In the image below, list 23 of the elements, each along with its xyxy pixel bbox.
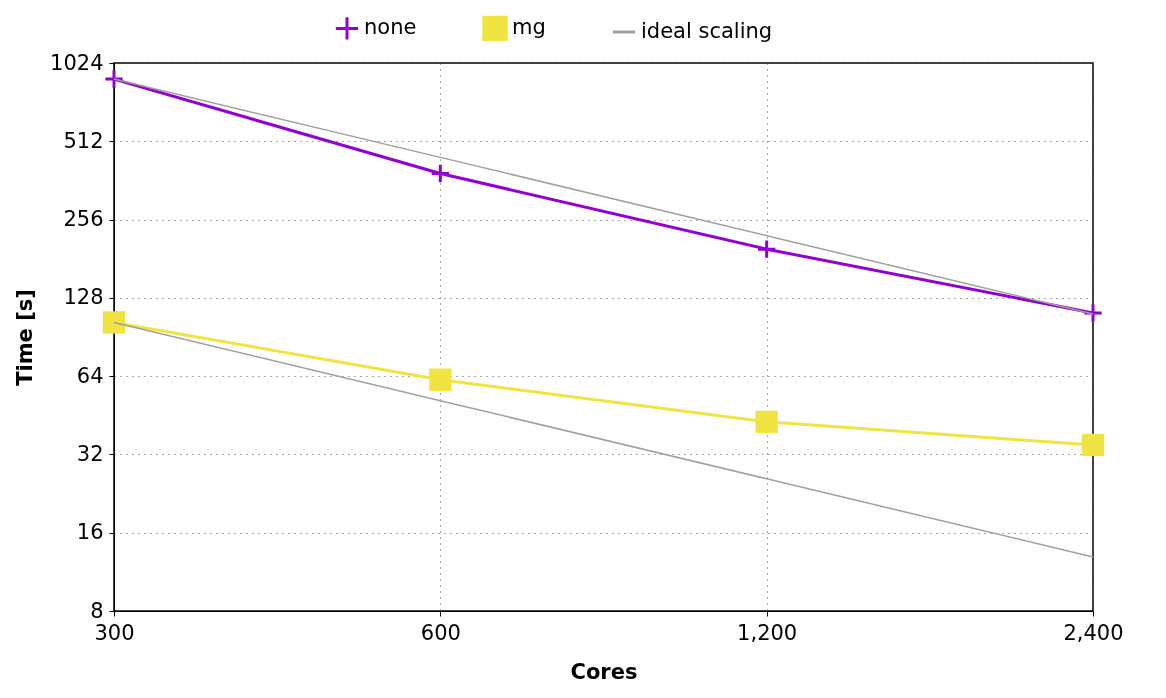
y-tick-label: 256 [63, 207, 104, 232]
x-tick-label: 2,400 [1063, 620, 1124, 645]
legend-label: ideal scaling [641, 19, 773, 43]
legend-label: none [364, 15, 417, 40]
x-tick-label: 300 [94, 620, 135, 645]
y-tick-label: 8 [90, 598, 104, 623]
point [755, 410, 778, 434]
y-tick-label: 128 [63, 285, 104, 310]
point [430, 163, 451, 184]
x-tick-label: 600 [420, 620, 461, 645]
x-tick-label: 1,200 [737, 620, 798, 645]
y-tick-label: 1024 [50, 50, 104, 75]
point [429, 368, 452, 391]
y-tick-label: 16 [76, 520, 104, 545]
point [756, 239, 777, 260]
y-tick-label: 32 [76, 441, 104, 466]
y-tick-label: 64 [76, 363, 104, 388]
y-axis-title: Time [s] [13, 289, 38, 386]
point [1081, 433, 1105, 457]
y-tick-label: 512 [63, 128, 104, 153]
legend-label: mg [512, 15, 546, 40]
point [102, 311, 126, 334]
x-axis-title: Cores [570, 659, 638, 684]
